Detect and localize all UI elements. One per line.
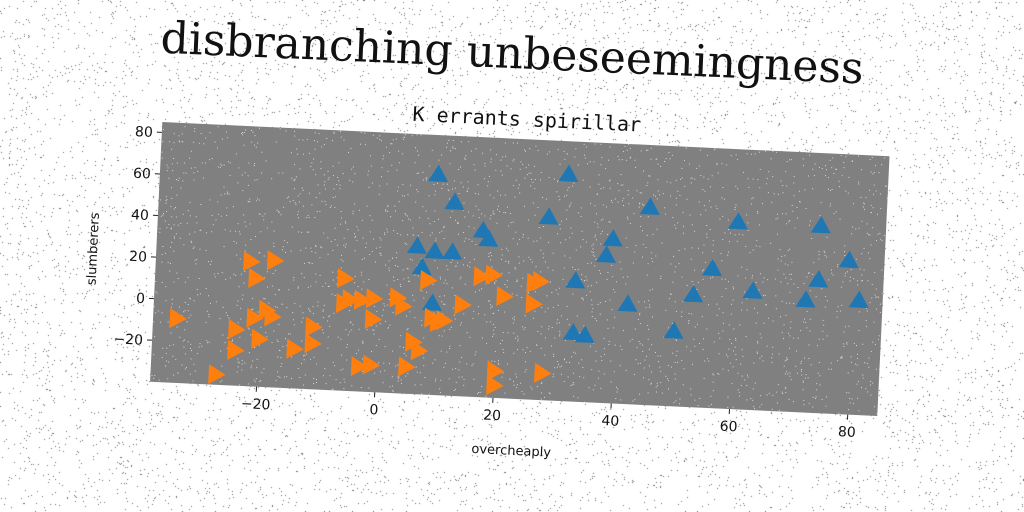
data-point-series-2 xyxy=(364,309,383,329)
data-point-series-2 xyxy=(335,293,354,314)
x-tick-label: 40 xyxy=(601,413,620,430)
data-point-series-1 xyxy=(478,229,499,247)
data-point-series-2 xyxy=(405,331,423,352)
data-point-series-1 xyxy=(848,290,869,309)
data-point-series-2 xyxy=(251,328,269,349)
x-tick-label: −20 xyxy=(241,396,271,413)
data-point-series-2 xyxy=(485,264,503,285)
data-point-series-1 xyxy=(742,281,763,299)
y-axis-label: slumberers xyxy=(85,212,103,286)
data-point-series-1 xyxy=(444,192,465,210)
data-point-series-2 xyxy=(532,271,550,292)
data-point-series-1 xyxy=(558,164,579,182)
y-tick-label: 40 xyxy=(131,207,150,224)
data-point-series-1 xyxy=(538,207,559,225)
data-point-series-1 xyxy=(727,212,748,230)
data-point-series-1 xyxy=(617,294,638,312)
data-point-series-2 xyxy=(410,340,429,361)
data-point-series-1 xyxy=(411,257,432,275)
data-point-series-2 xyxy=(420,269,438,290)
data-point-series-1 xyxy=(562,323,583,341)
data-point-series-1 xyxy=(808,270,829,288)
data-markers xyxy=(169,164,869,396)
data-point-series-1 xyxy=(702,258,723,277)
data-point-series-2 xyxy=(305,316,323,337)
data-point-series-2 xyxy=(246,307,264,328)
data-point-series-1 xyxy=(810,215,831,234)
data-point-series-2 xyxy=(454,294,472,315)
plot-root: −20 0 20 40 60 80 −20 0 20 40 60 80 K errants spiri… xyxy=(85,102,890,461)
chart-title: K errants spirillar xyxy=(412,102,642,137)
data-point-series-2 xyxy=(362,354,381,375)
y-tick-label: −20 xyxy=(113,331,143,348)
data-point-series-2 xyxy=(353,289,372,310)
x-tick-label: 0 xyxy=(369,402,379,418)
data-point-series-1 xyxy=(683,284,704,303)
x-axis-label: overcheaply xyxy=(471,442,552,461)
data-point-series-2 xyxy=(486,360,505,381)
data-point-series-2 xyxy=(337,268,355,289)
data-point-series-1 xyxy=(596,245,616,263)
data-point-series-2 xyxy=(365,288,384,309)
data-point-series-2 xyxy=(395,295,413,316)
data-point-series-1 xyxy=(421,293,442,311)
data-point-series-2 xyxy=(286,338,304,359)
data-point-series-1 xyxy=(442,242,463,260)
x-tick-label: 20 xyxy=(483,407,502,424)
data-point-series-1 xyxy=(663,321,684,339)
data-point-series-2 xyxy=(228,319,246,340)
data-point-series-2 xyxy=(304,333,322,354)
y-tick-label: 0 xyxy=(136,291,146,307)
data-point-series-2 xyxy=(248,268,266,289)
data-point-series-2 xyxy=(496,286,514,307)
data-point-series-2 xyxy=(486,375,504,396)
data-point-series-2 xyxy=(208,364,226,385)
data-point-series-1 xyxy=(406,236,427,254)
plot-area xyxy=(150,122,890,417)
data-point-series-2 xyxy=(389,287,408,308)
axis-ticks: −20 0 20 40 60 80 −20 0 20 40 60 80 xyxy=(113,124,857,441)
data-point-series-2 xyxy=(266,250,285,271)
data-point-series-2 xyxy=(350,356,369,377)
data-point-series-2 xyxy=(227,339,245,360)
y-tick-label: 20 xyxy=(129,249,148,266)
data-point-series-1 xyxy=(602,229,623,247)
x-tick-label: 60 xyxy=(719,419,738,436)
data-point-series-2 xyxy=(534,362,552,383)
data-point-series-2 xyxy=(264,306,282,327)
y-tick-label: 80 xyxy=(135,124,154,141)
data-point-series-1 xyxy=(639,197,660,215)
x-tick-label: 80 xyxy=(838,424,857,441)
data-point-series-1 xyxy=(565,271,586,289)
data-point-series-2 xyxy=(169,308,187,329)
data-point-series-2 xyxy=(243,251,261,272)
data-point-series-1 xyxy=(838,250,859,269)
data-point-series-2 xyxy=(398,356,416,377)
data-point-series-2 xyxy=(473,266,491,287)
data-point-series-1 xyxy=(424,241,445,259)
data-point-series-1 xyxy=(428,164,449,183)
data-point-series-2 xyxy=(435,310,454,331)
y-tick-label: 60 xyxy=(133,166,152,183)
data-point-series-1 xyxy=(795,290,816,308)
data-point-series-1 xyxy=(574,325,595,344)
data-point-series-2 xyxy=(525,293,543,314)
